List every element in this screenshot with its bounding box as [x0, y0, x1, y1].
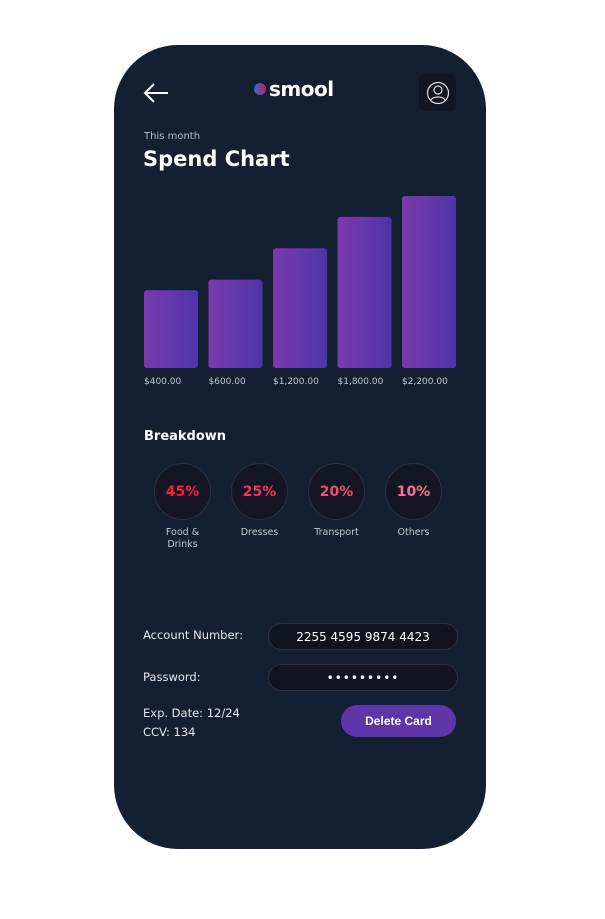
brand-name: smool	[269, 77, 334, 101]
bar	[144, 290, 198, 368]
page-title: Spend Chart	[143, 147, 290, 171]
delete-card-button[interactable]: Delete Card	[341, 705, 456, 737]
percent-circle: 45%	[154, 463, 211, 520]
password-label: Password:	[143, 670, 201, 684]
percent-circle: 10%	[385, 463, 442, 520]
profile-button[interactable]	[419, 74, 456, 111]
percent-circle: 25%	[231, 463, 288, 520]
exp-date: Exp. Date: 12/24	[143, 706, 240, 720]
logo: smool	[254, 77, 334, 101]
category-label: Food & Drinks	[165, 527, 200, 550]
bar	[273, 248, 327, 368]
password-field[interactable]: •••••••••	[268, 664, 458, 691]
breakdown-list: 45% Food & Drinks 25% Dresses 20% Transport 10…	[154, 463, 442, 551]
bar	[402, 196, 456, 368]
bar-label: $600.00	[209, 377, 246, 387]
phone-screen: smool This month Spend Chart $400.00 $600…	[114, 45, 486, 849]
account-number-label: Account Number:	[143, 628, 243, 642]
breakdown-item: 20% Transport	[308, 463, 365, 551]
user-circle-icon	[426, 81, 449, 104]
breakdown-title: Breakdown	[144, 429, 227, 444]
bar-label: $1,800.00	[338, 377, 384, 387]
category-label: Transport	[314, 527, 359, 538]
bar	[208, 279, 263, 368]
ccv: CCV: 134	[143, 725, 196, 739]
bar-label: $2,200.00	[402, 377, 448, 387]
breakdown-item: 25% Dresses	[231, 463, 288, 551]
logo-dot-icon	[254, 83, 266, 95]
percent-circle: 20%	[308, 463, 365, 520]
bar-label: $1,200.00	[273, 377, 319, 387]
bar-label: $400.00	[144, 377, 181, 387]
arrow-left-icon[interactable]	[142, 81, 170, 105]
breakdown-item: 45% Food & Drinks	[154, 463, 211, 551]
account-number-field[interactable]: 2255 4595 9874 4423	[268, 623, 458, 650]
bar	[337, 216, 392, 368]
spend-bar-chart: $400.00 $600.00 $1,200.00 $1,800.00 $2,200.0…	[144, 196, 456, 387]
breakdown-item: 10% Others	[385, 463, 442, 551]
page-subtitle: This month	[144, 131, 201, 142]
category-label: Dresses	[240, 527, 279, 538]
category-label: Others	[397, 527, 430, 538]
